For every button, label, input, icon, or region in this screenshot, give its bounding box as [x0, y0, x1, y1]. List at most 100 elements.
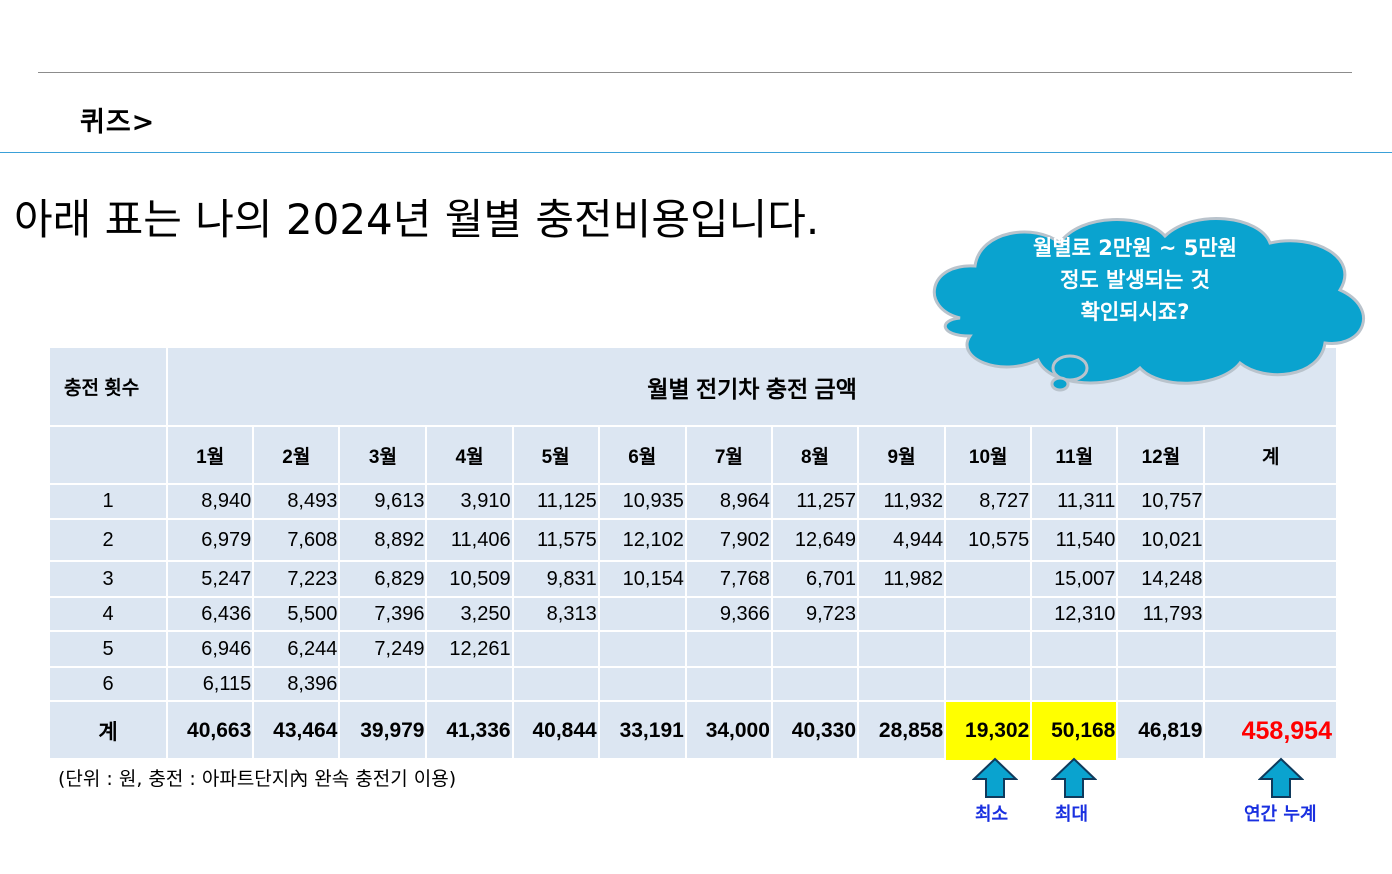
charge-amount — [770, 630, 860, 668]
month-header: 8월 — [770, 425, 860, 485]
charge-amount — [857, 596, 947, 632]
grand-total: 458,954 — [1203, 700, 1338, 762]
charge-amount — [684, 666, 773, 702]
row-total-empty — [1203, 666, 1338, 702]
charge-amount: 10,154 — [597, 560, 687, 598]
charge-amount — [944, 666, 1033, 702]
charge-amount: 8,940 — [166, 483, 255, 520]
month-header: 3월 — [338, 425, 428, 485]
header-blank — [47, 425, 169, 485]
charge-amount: 9,366 — [684, 596, 773, 632]
charge-amount: 11,575 — [511, 518, 600, 562]
month-header: 7월 — [684, 425, 773, 485]
cloud-line: 정도 발생되는 것 — [1060, 268, 1210, 292]
charge-amount: 11,406 — [425, 518, 514, 562]
charge-amount: 7,249 — [338, 630, 428, 668]
month-total-max: 50,168 — [1030, 700, 1119, 762]
charge-amount — [511, 666, 600, 702]
cloud-bubbles — [1050, 354, 1089, 392]
annual-total-label: 연간 누계 — [1244, 804, 1317, 825]
charge-amount: 10,757 — [1116, 483, 1206, 520]
charge-amount — [684, 630, 773, 668]
charge-amount: 12,310 — [1030, 596, 1119, 632]
charge-amount: 6,115 — [166, 666, 255, 702]
total-col-header: 계 — [1203, 425, 1338, 485]
month-total: 43,464 — [252, 700, 341, 762]
charge-amount: 7,223 — [252, 560, 341, 598]
charge-amount: 9,831 — [511, 560, 600, 598]
charge-amount: 8,493 — [252, 483, 341, 520]
monthly-charge-table: 충전 횟수 월별 전기차 충전 금액 1월 2월 3월 4월 5월 6월 7월 … — [47, 346, 1338, 762]
charge-amount: 14,248 — [1116, 560, 1206, 598]
charge-amount: 7,902 — [684, 518, 773, 562]
charge-amount: 4,944 — [857, 518, 947, 562]
charge-amount — [597, 596, 687, 632]
top-divider — [38, 72, 1352, 73]
month-total: 39,979 — [338, 700, 428, 762]
cloud-line: 확인되시죠? — [1080, 300, 1190, 324]
charge-amount — [1030, 666, 1119, 702]
charge-amount — [770, 666, 860, 702]
charge-amount — [944, 630, 1033, 668]
table-row: 1 8,940 8,493 9,613 3,910 11,125 10,935 8,964 11… — [47, 483, 1338, 520]
table-row: 2 6,979 7,608 8,892 11,406 11,575 12,102 7,902 1… — [47, 518, 1338, 562]
row-total-empty — [1203, 630, 1338, 668]
cloud-line: 월별로 2만원 ~ 5만원 — [1033, 236, 1237, 260]
charge-amount: 9,723 — [770, 596, 860, 632]
charge-amount — [511, 630, 600, 668]
charge-amount: 11,932 — [857, 483, 947, 520]
charge-amount: 7,396 — [338, 596, 428, 632]
charge-amount: 11,540 — [1030, 518, 1119, 562]
month-header: 4월 — [425, 425, 514, 485]
charge-amount: 6,829 — [338, 560, 428, 598]
unit-note: (단위 : 원, 충전 : 아파트단지內 완속 충전기 이용) — [58, 768, 457, 790]
charge-amount — [944, 596, 1033, 632]
month-header: 2월 — [252, 425, 341, 485]
row-total-empty — [1203, 596, 1338, 632]
charge-amount: 7,768 — [684, 560, 773, 598]
charge-amount: 10,509 — [425, 560, 514, 598]
headline: 아래 표는 나의 2024년 월별 충전비용입니다. — [14, 195, 820, 244]
charge-amount: 8,396 — [252, 666, 341, 702]
month-header: 12월 — [1116, 425, 1206, 485]
month-total: 28,858 — [857, 700, 947, 762]
charge-amount: 9,613 — [338, 483, 428, 520]
charge-amount: 12,261 — [425, 630, 514, 668]
charge-count: 1 — [47, 483, 169, 520]
total-row-label: 계 — [47, 700, 169, 762]
charge-amount: 12,102 — [597, 518, 687, 562]
table-row: 4 6,436 5,500 7,396 3,250 8,313 9,366 9,723 12,3… — [47, 596, 1338, 632]
charge-amount: 12,649 — [770, 518, 860, 562]
charge-amount: 3,910 — [425, 483, 514, 520]
month-header-row: 1월 2월 3월 4월 5월 6월 7월 8월 9월 10월 11월 12월 계 — [47, 425, 1338, 485]
table-row: 5 6,946 6,244 7,249 12,261 — [47, 630, 1338, 668]
charge-amount: 6,244 — [252, 630, 341, 668]
charge-amount: 6,946 — [166, 630, 255, 668]
charge-amount — [338, 666, 428, 702]
max-label: 최대 — [1055, 804, 1089, 825]
table-row: 3 5,247 7,223 6,829 10,509 9,831 10,154 7,768 6,… — [47, 560, 1338, 598]
charge-amount: 10,935 — [597, 483, 687, 520]
charge-amount — [857, 666, 947, 702]
month-header: 10월 — [944, 425, 1033, 485]
charge-amount: 5,247 — [166, 560, 255, 598]
charge-amount: 11,793 — [1116, 596, 1206, 632]
charge-count: 6 — [47, 666, 169, 702]
charge-amount: 11,311 — [1030, 483, 1119, 520]
charge-count: 3 — [47, 560, 169, 598]
charge-amount — [944, 560, 1033, 598]
month-header: 1월 — [166, 425, 255, 485]
month-header: 9월 — [857, 425, 947, 485]
charge-amount: 8,964 — [684, 483, 773, 520]
month-total: 40,663 — [166, 700, 255, 762]
charge-table-container: 충전 횟수 월별 전기차 충전 금액 1월 2월 3월 4월 5월 6월 7월 … — [47, 346, 1338, 762]
charge-amount: 6,701 — [770, 560, 860, 598]
charge-amount: 11,982 — [857, 560, 947, 598]
month-header: 11월 — [1030, 425, 1119, 485]
blue-divider — [0, 152, 1392, 153]
min-label: 최소 — [975, 804, 1009, 825]
charge-count: 2 — [47, 518, 169, 562]
charge-amount — [1116, 666, 1206, 702]
charge-amount: 8,727 — [944, 483, 1033, 520]
charge-amount: 10,021 — [1116, 518, 1206, 562]
